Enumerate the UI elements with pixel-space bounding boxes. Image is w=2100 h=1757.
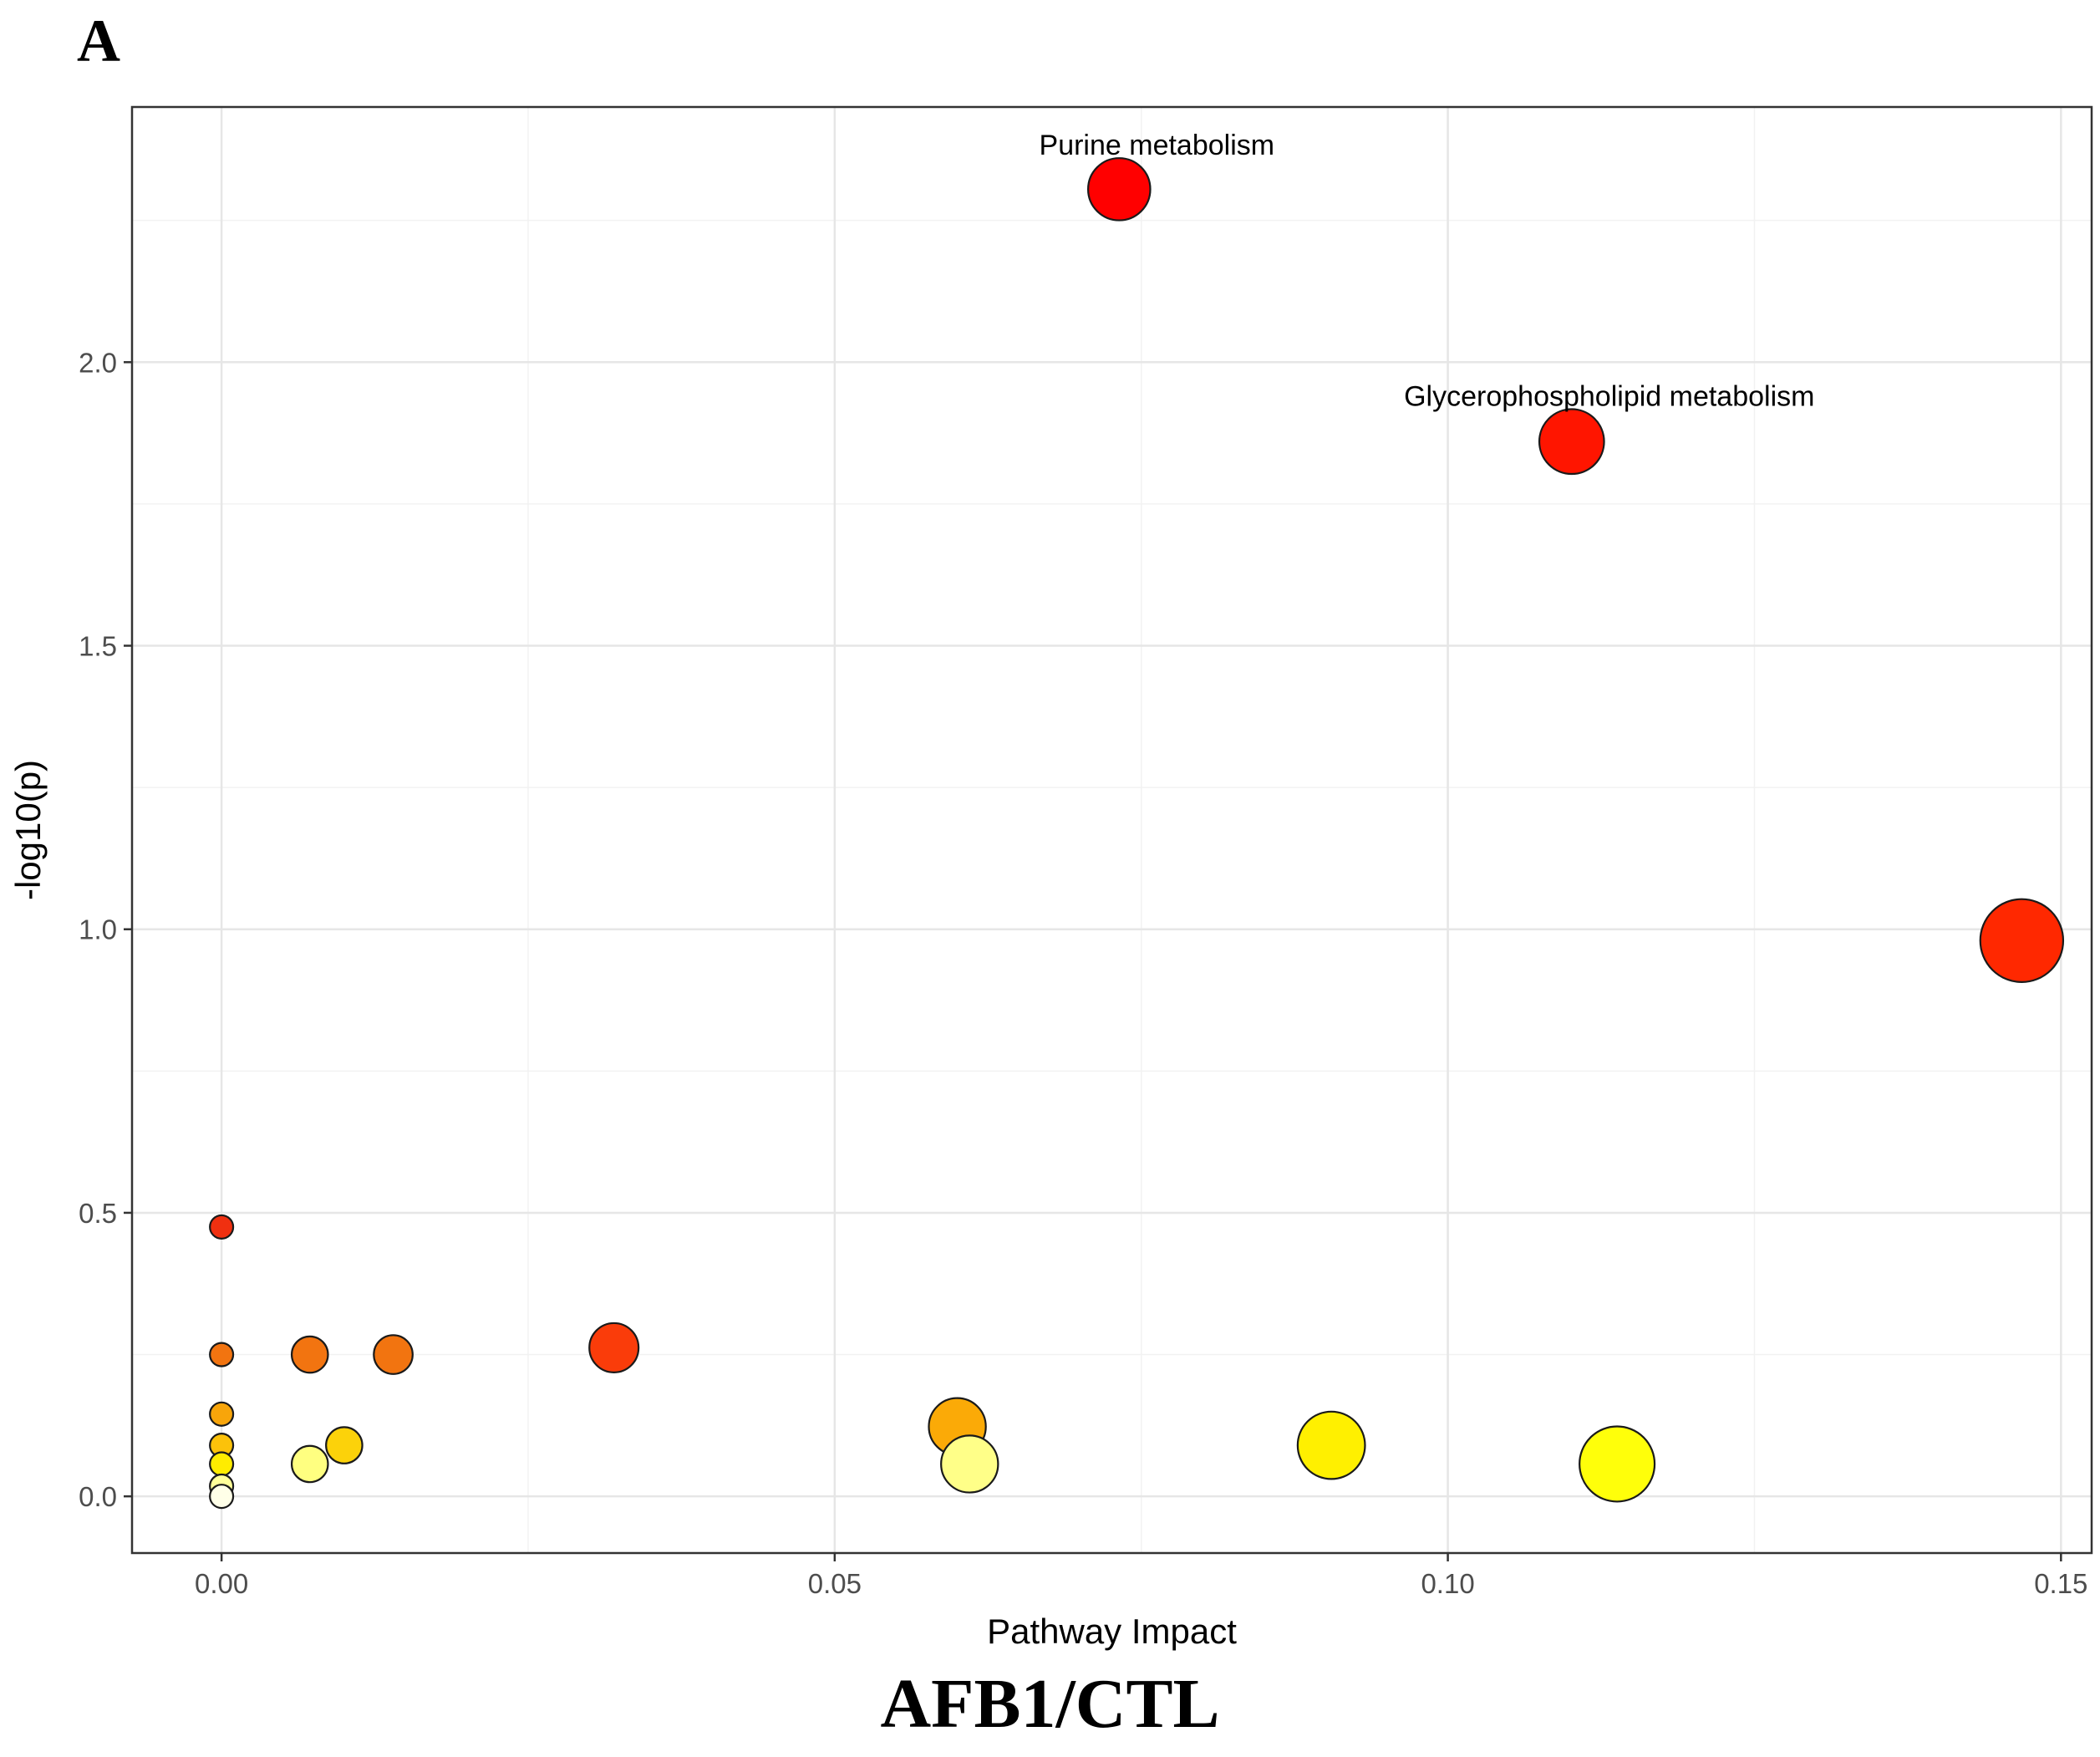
panel-label: A bbox=[77, 8, 120, 74]
data-point bbox=[209, 1214, 235, 1240]
y-tick-label: 0.5 bbox=[79, 1198, 117, 1229]
major-gridlines bbox=[132, 107, 2092, 1553]
axis-ticks: 0.00 0.05 0.10 0.15 0.0 0.5 1.0 1.5 2.0 bbox=[79, 347, 2087, 1599]
data-point bbox=[290, 1335, 329, 1374]
x-tick-label: 0.15 bbox=[2034, 1568, 2087, 1599]
data-point bbox=[588, 1322, 640, 1373]
data-point bbox=[209, 1484, 235, 1510]
data-point bbox=[1296, 1410, 1366, 1480]
x-tick-label: 0.00 bbox=[195, 1568, 248, 1599]
plot-border bbox=[130, 105, 2093, 1555]
figure-caption: AFB1/CTL bbox=[880, 1665, 1220, 1743]
data-point bbox=[940, 1434, 999, 1494]
point-annotation: Glycerophospholipid metabolism bbox=[1404, 381, 1814, 413]
y-tick-label: 2.0 bbox=[79, 347, 117, 378]
y-tick-label: 0.0 bbox=[79, 1481, 117, 1512]
point-annotation: Purine metabolism bbox=[1040, 130, 1275, 161]
data-point bbox=[209, 1451, 235, 1477]
data-point bbox=[1538, 408, 1605, 476]
y-axis-title: -log10(p) bbox=[8, 760, 48, 900]
data-point bbox=[1087, 157, 1152, 222]
data-point bbox=[290, 1444, 329, 1484]
data-point bbox=[1579, 1425, 1656, 1503]
data-points bbox=[209, 157, 2065, 1510]
data-point bbox=[1979, 898, 2065, 983]
data-point bbox=[209, 1401, 235, 1427]
x-tick-label: 0.05 bbox=[808, 1568, 862, 1599]
data-point bbox=[209, 1342, 235, 1367]
x-axis-title: Pathway Impact bbox=[987, 1612, 1237, 1651]
point-annotations: Purine metabolism Glycerophospholipid met… bbox=[1040, 130, 1815, 412]
data-point bbox=[325, 1426, 364, 1464]
y-tick-label: 1.5 bbox=[79, 631, 117, 662]
y-tick-label: 1.0 bbox=[79, 914, 117, 945]
minor-gridlines bbox=[132, 107, 2092, 1553]
data-point bbox=[373, 1334, 414, 1375]
x-tick-label: 0.10 bbox=[1421, 1568, 1474, 1599]
